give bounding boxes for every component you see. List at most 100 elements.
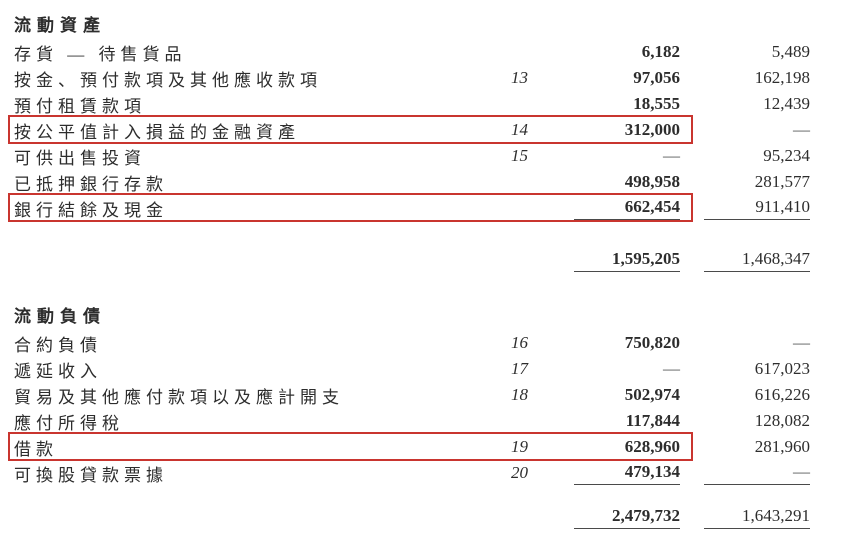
note-reference: 13 — [511, 68, 528, 87]
statement-row: 按金、預付款項及其他應收款項 13 97,056 162,198 — [0, 65, 865, 91]
amount-current-value: 502,974 — [624, 385, 680, 404]
amount-prior-value: 162,198 — [754, 68, 810, 87]
row-label: 貿易及其他應付款項以及應計開支 — [14, 387, 344, 407]
section-header: 流動負債 — [14, 307, 106, 326]
amount-prior: — — [680, 462, 810, 485]
amount-prior: 281,960 — [680, 437, 810, 457]
amount-current: 117,844 — [530, 411, 680, 431]
section-header: 流動資產 — [14, 16, 106, 35]
statement-row-highlighted: 借款 19 628,960 281,960 — [0, 432, 865, 461]
row-label: 可供出售投資 — [14, 148, 146, 168]
amount-prior: 95,234 — [680, 146, 810, 166]
amount-current: 97,056 — [530, 68, 680, 88]
amount-prior-value: 911,410 — [704, 197, 810, 220]
row-label: 已抵押銀行存款 — [14, 174, 168, 194]
statement-row: 合約負債 16 750,820 — — [0, 330, 865, 356]
statement-row: 貿易及其他應付款項以及應計開支 18 502,974 616,226 — [0, 382, 865, 408]
amount-current-value: 97,056 — [633, 68, 680, 87]
amount-current-value: — — [663, 359, 680, 378]
amount-current-value: 6,182 — [641, 42, 680, 61]
amount-current-value: 117,844 — [625, 411, 680, 430]
amount-current: 18,555 — [530, 94, 680, 114]
amount-current-value: 628,960 — [624, 437, 680, 456]
amount-prior: 617,023 — [680, 359, 810, 379]
statement-row-highlighted: 按公平值計入損益的金融資產 14 312,000 — — [0, 115, 865, 144]
amount-current: 750,820 — [530, 333, 680, 353]
amount-prior-value: 128,082 — [754, 411, 810, 430]
total-prior-value: 1,468,347 — [704, 249, 810, 272]
amount-prior: 5,489 — [680, 42, 810, 62]
note-reference: 20 — [511, 463, 528, 482]
amount-current: — — [530, 359, 680, 379]
total-current: 2,479,732 — [530, 506, 680, 529]
amount-prior-value: 5,489 — [771, 42, 810, 61]
row-label: 合約負債 — [14, 335, 102, 355]
amount-current: 502,974 — [530, 385, 680, 405]
amount-current: 479,134 — [530, 462, 680, 485]
amount-prior-value: 95,234 — [763, 146, 810, 165]
amount-current-value: — — [663, 146, 680, 165]
note-reference: 15 — [511, 146, 528, 165]
amount-current-value: 18,555 — [633, 94, 680, 113]
total-prior-value: 1,643,291 — [704, 506, 810, 529]
amount-current: 628,960 — [530, 437, 680, 457]
amount-current-value: 498,958 — [624, 172, 680, 191]
row-label: 應付所得稅 — [14, 413, 124, 433]
amount-current: 6,182 — [530, 42, 680, 62]
amount-prior: 12,439 — [680, 94, 810, 114]
note-reference: 18 — [511, 385, 528, 404]
amount-prior-value: — — [793, 333, 810, 352]
amount-current-value: 662,454 — [574, 197, 680, 220]
spacer — [0, 486, 865, 504]
amount-prior-value: 281,577 — [754, 172, 810, 191]
row-label: 按金、預付款項及其他應收款項 — [14, 70, 322, 90]
row-label: 可換股貸款票據 — [14, 465, 168, 485]
amount-prior-value: 616,226 — [754, 385, 810, 404]
statement-row: 可換股貸款票據 20 479,134 — — [0, 460, 865, 486]
amount-current: 662,454 — [530, 197, 680, 220]
amount-prior-value: 617,023 — [754, 359, 810, 378]
total-current-value: 2,479,732 — [574, 506, 680, 529]
row-label: 存貨 — 待售貨品 — [14, 44, 187, 64]
amount-prior: 162,198 — [680, 68, 810, 88]
total-prior: 1,468,347 — [680, 249, 810, 272]
statement-row: 可供出售投資 15 — 95,234 — [0, 143, 865, 169]
amount-prior: 128,082 — [680, 411, 810, 431]
note-reference: 14 — [511, 120, 528, 139]
statement-body: 流動資產存貨 — 待售貨品 6,182 5,489 按金、預付款項及其他應收款項 13 9… — [0, 13, 865, 530]
amount-prior: 281,577 — [680, 172, 810, 192]
total-current-value: 1,595,205 — [574, 249, 680, 272]
amount-prior-value: — — [704, 462, 810, 485]
section-total-row: 1,595,205 1,468,347 — [0, 247, 865, 273]
row-label: 按公平值計入損益的金融資產 — [14, 122, 300, 142]
statement-row: 遞延收入 17 — 617,023 — [0, 356, 865, 382]
amount-current-value: 312,000 — [624, 120, 680, 139]
amount-prior-value: 281,960 — [754, 437, 810, 456]
amount-current-value: 750,820 — [624, 333, 680, 352]
section-spacer — [0, 273, 865, 304]
note-reference: 17 — [511, 359, 528, 378]
row-label: 借款 — [14, 439, 58, 459]
spacer — [0, 221, 865, 247]
amount-prior-value: — — [793, 120, 810, 139]
statement-row: 應付所得稅 117,844 128,082 — [0, 408, 865, 434]
statement-row-highlighted: 銀行結餘及現金 662,454 911,410 — [0, 193, 865, 222]
total-prior: 1,643,291 — [680, 506, 810, 529]
total-current: 1,595,205 — [530, 249, 680, 272]
amount-prior: 616,226 — [680, 385, 810, 405]
statement-row: 預付租賃款項 18,555 12,439 — [0, 91, 865, 117]
statement-row: 存貨 — 待售貨品 6,182 5,489 — [0, 39, 865, 65]
row-label: 預付租賃款項 — [14, 96, 146, 116]
row-label: 銀行結餘及現金 — [14, 200, 168, 220]
amount-prior-value: 12,439 — [763, 94, 810, 113]
section-total-row: 2,479,732 1,643,291 — [0, 504, 865, 530]
amount-current: 498,958 — [530, 172, 680, 192]
note-reference: 16 — [511, 333, 528, 352]
amount-current: 312,000 — [530, 120, 680, 140]
row-label: 遞延收入 — [14, 361, 102, 381]
amount-current: — — [530, 146, 680, 166]
note-reference: 19 — [511, 437, 528, 456]
amount-prior: 911,410 — [680, 197, 810, 220]
amount-prior: — — [680, 120, 810, 140]
